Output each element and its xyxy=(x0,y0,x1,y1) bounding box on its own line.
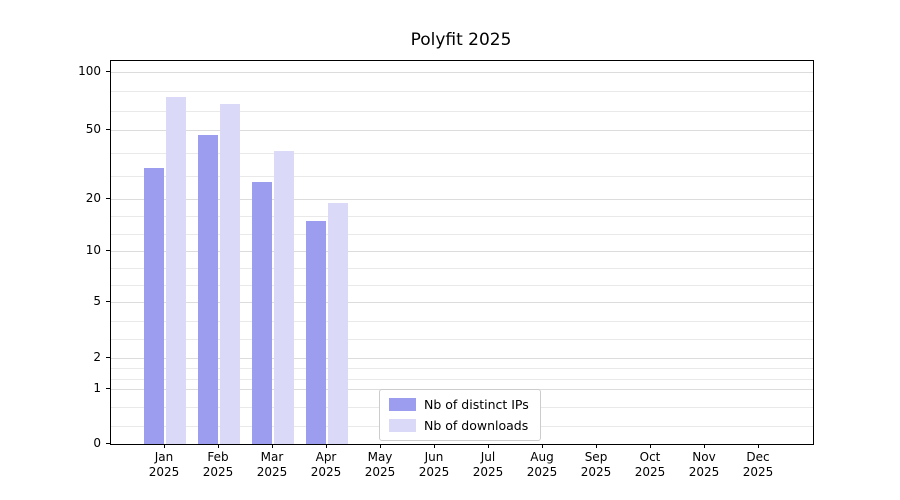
y-tick-label-1: 1 xyxy=(93,381,101,395)
y-tick-mark xyxy=(106,301,110,302)
x-tick-label-jun: Jun 2025 xyxy=(418,450,450,479)
x-tick-label-dec: Dec 2025 xyxy=(742,450,774,479)
x-tick-label-may: May 2025 xyxy=(364,450,396,479)
plot-area: Nb of distinct IPs Nb of downloads xyxy=(110,60,814,445)
x-tick-label-jul: Jul 2025 xyxy=(472,450,504,479)
x-tick-mark xyxy=(272,444,273,448)
bar-nb-of-distinct-ips-mar xyxy=(252,182,272,444)
bar-nb-of-downloads-feb xyxy=(220,104,240,444)
x-tick-mark xyxy=(218,444,219,448)
x-tick-mark xyxy=(650,444,651,448)
bar-nb-of-distinct-ips-apr xyxy=(306,221,326,444)
minor-gridline xyxy=(111,268,813,269)
minor-gridline xyxy=(111,379,813,380)
x-tick-mark xyxy=(164,444,165,448)
x-tick-label-mar: Mar 2025 xyxy=(256,450,288,479)
x-tick-label-aug: Aug 2025 xyxy=(526,450,558,479)
chart-title: Polyfit 2025 xyxy=(410,30,512,50)
minor-gridline xyxy=(111,368,813,369)
minor-gridline xyxy=(111,176,813,177)
minor-gridline xyxy=(111,153,813,154)
y-tick-label-50: 50 xyxy=(85,122,101,136)
bar-nb-of-distinct-ips-feb xyxy=(198,135,218,444)
y-tick-mark xyxy=(106,443,110,444)
y-tick-label-2: 2 xyxy=(93,350,101,364)
x-tick-label-jan: Jan 2025 xyxy=(148,450,180,479)
x-tick-mark xyxy=(434,444,435,448)
legend-label-downloads: Nb of downloads xyxy=(424,418,529,433)
bar-nb-of-downloads-jan xyxy=(166,97,186,444)
x-tick-mark xyxy=(758,444,759,448)
minor-gridline xyxy=(111,216,813,217)
x-tick-label-oct: Oct 2025 xyxy=(634,450,666,479)
major-gridline xyxy=(111,251,813,252)
minor-gridline xyxy=(111,321,813,322)
x-tick-mark xyxy=(326,444,327,448)
y-tick-mark xyxy=(106,71,110,72)
legend-swatch-distinct-ips xyxy=(389,398,416,411)
y-tick-label-100: 100 xyxy=(78,64,101,78)
bar-nb-of-downloads-mar xyxy=(274,151,294,444)
minor-gridline xyxy=(111,234,813,235)
bar-nb-of-distinct-ips-jan xyxy=(144,168,164,444)
y-tick-mark xyxy=(106,198,110,199)
y-tick-mark xyxy=(106,357,110,358)
minor-gridline xyxy=(111,91,813,92)
x-tick-label-nov: Nov 2025 xyxy=(688,450,720,479)
x-tick-label-sep: Sep 2025 xyxy=(580,450,612,479)
minor-gridline xyxy=(111,285,813,286)
y-tick-label-0: 0 xyxy=(93,436,101,450)
major-gridline xyxy=(111,199,813,200)
x-tick-label-feb: Feb 2025 xyxy=(202,450,234,479)
y-tick-label-5: 5 xyxy=(93,294,101,308)
x-tick-mark xyxy=(704,444,705,448)
x-tick-label-apr: Apr 2025 xyxy=(310,450,342,479)
legend-item-downloads: Nb of downloads xyxy=(389,418,529,433)
major-gridline xyxy=(111,72,813,73)
major-gridline xyxy=(111,130,813,131)
bar-nb-of-downloads-apr xyxy=(328,203,348,444)
legend-item-distinct-ips: Nb of distinct IPs xyxy=(389,397,529,412)
x-tick-mark xyxy=(596,444,597,448)
minor-gridline xyxy=(111,111,813,112)
y-tick-label-10: 10 xyxy=(85,243,101,257)
legend-swatch-downloads xyxy=(389,419,416,432)
minor-gridline xyxy=(111,339,813,340)
legend: Nb of distinct IPs Nb of downloads xyxy=(379,389,541,441)
y-tick-mark xyxy=(106,388,110,389)
y-tick-mark xyxy=(106,250,110,251)
x-tick-mark xyxy=(488,444,489,448)
x-tick-mark xyxy=(380,444,381,448)
major-gridline xyxy=(111,358,813,359)
x-tick-mark xyxy=(542,444,543,448)
major-gridline xyxy=(111,302,813,303)
legend-label-distinct-ips: Nb of distinct IPs xyxy=(424,397,529,412)
y-tick-label-20: 20 xyxy=(85,191,101,205)
y-tick-mark xyxy=(106,129,110,130)
